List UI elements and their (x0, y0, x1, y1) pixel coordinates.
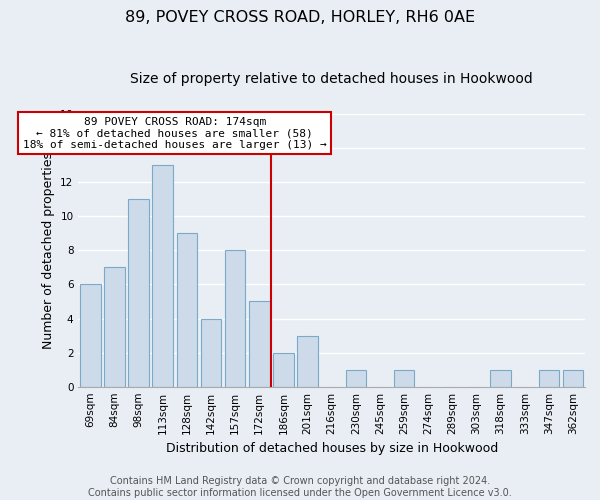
Title: Size of property relative to detached houses in Hookwood: Size of property relative to detached ho… (130, 72, 533, 86)
Bar (249, 302, 269, 386)
X-axis label: Distribution of detached houses by size in Hookwood: Distribution of detached houses by size … (166, 442, 498, 455)
Text: 89, POVEY CROSS ROAD, HORLEY, RH6 0AE: 89, POVEY CROSS ROAD, HORLEY, RH6 0AE (125, 10, 475, 25)
Y-axis label: Number of detached properties: Number of detached properties (41, 152, 55, 349)
Bar (297, 336, 318, 386)
Bar (152, 165, 173, 386)
Bar (104, 268, 125, 386)
Bar (346, 370, 366, 386)
Bar (225, 250, 245, 386)
Text: Contains HM Land Registry data © Crown copyright and database right 2024.
Contai: Contains HM Land Registry data © Crown c… (88, 476, 512, 498)
Text: 89 POVEY CROSS ROAD: 174sqm
← 81% of detached houses are smaller (58)
18% of sem: 89 POVEY CROSS ROAD: 174sqm ← 81% of det… (23, 116, 326, 150)
Bar (490, 370, 511, 386)
Bar (394, 370, 414, 386)
Bar (563, 370, 583, 386)
Bar (273, 352, 293, 386)
Bar (539, 370, 559, 386)
Bar (176, 234, 197, 386)
Bar (128, 200, 149, 386)
Bar (201, 318, 221, 386)
Bar (80, 284, 101, 386)
